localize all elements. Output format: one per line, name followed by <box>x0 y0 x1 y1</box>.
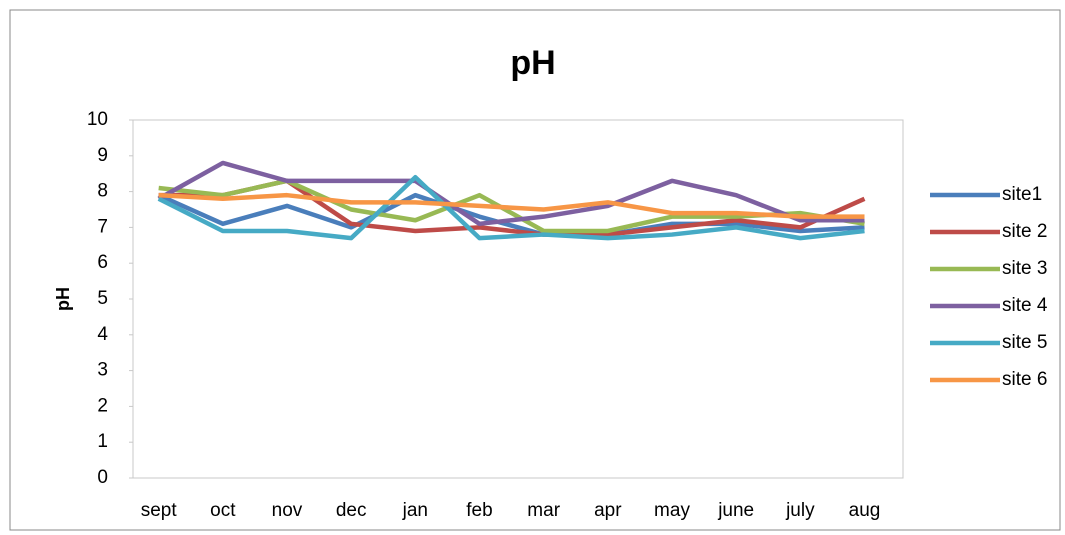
x-tick-label: may <box>654 500 690 521</box>
x-tick-label: sept <box>141 500 178 521</box>
series-line <box>158 192 865 219</box>
x-tick-label: jan <box>402 500 428 521</box>
x-tick-label: oct <box>210 500 236 521</box>
x-tick-label: nov <box>272 500 303 521</box>
y-tick-label: 1 <box>97 431 108 452</box>
x-tick-label: mar <box>527 500 560 521</box>
x-tick-label: aug <box>849 500 881 521</box>
y-tick-label: 2 <box>97 395 108 416</box>
y-axis-label: pH <box>53 287 73 311</box>
plot-area <box>132 119 904 479</box>
legend-label: site 2 <box>1002 221 1047 242</box>
chart-title: pH <box>510 44 555 82</box>
x-tick-label: dec <box>336 500 367 521</box>
y-tick-label: 7 <box>97 216 108 237</box>
legend-label: site1 <box>1002 184 1042 205</box>
y-tick-label: 10 <box>87 109 108 130</box>
y-tick-label: 9 <box>97 145 108 166</box>
chart-border <box>9 9 1061 531</box>
legend-label: site 4 <box>1002 295 1048 316</box>
series-line <box>157 192 865 237</box>
series-line <box>157 160 865 227</box>
y-tick-label: 8 <box>97 181 108 202</box>
y-tick-label: 5 <box>97 288 108 309</box>
series-line <box>158 178 865 234</box>
y-tick-label: 0 <box>97 467 108 488</box>
legend-label: site 5 <box>1002 332 1047 353</box>
legend-label: site 3 <box>1002 258 1047 279</box>
series-line <box>157 175 865 241</box>
y-tick-label: 6 <box>97 252 108 273</box>
legend-label: site 6 <box>1002 369 1047 390</box>
y-tick-label: 4 <box>97 324 108 345</box>
x-tick-label: july <box>785 500 815 521</box>
x-tick-label: feb <box>466 500 492 521</box>
x-tick-label: apr <box>594 500 622 521</box>
y-tick-label: 3 <box>97 360 108 381</box>
x-tick-label: june <box>717 500 754 521</box>
